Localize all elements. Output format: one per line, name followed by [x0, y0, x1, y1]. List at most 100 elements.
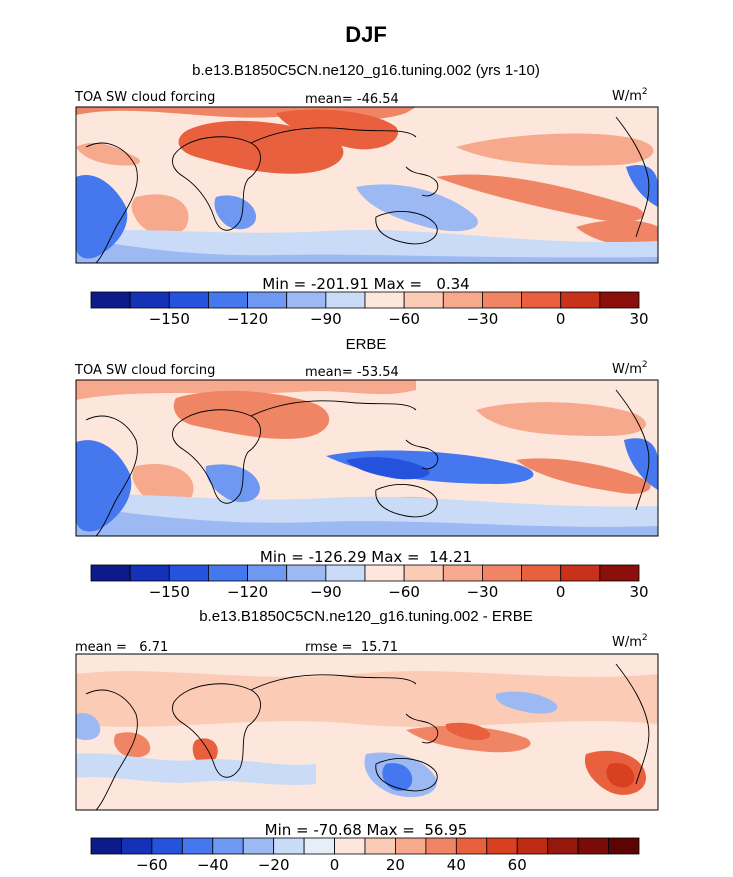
panel-3-colorbar-bin-16 [577, 837, 609, 855]
panel-3-subtitle: b.e13.B1850C5CN.ne120_g16.tuning.002 - E… [199, 608, 533, 625]
panel-1-field-neg-4 [356, 184, 478, 232]
panel-2-colorbar-bin-10 [482, 564, 522, 582]
panel-1-left-label: TOA SW cloud forcing [74, 90, 215, 105]
panel-2-frame [75, 379, 659, 537]
panel-3-field [76, 654, 658, 810]
panel-1-colorbar: −150 −120 −90 −60 −30 0 30 [90, 291, 649, 328]
panel-3-field-neg-4 [495, 691, 558, 714]
panel-3-colorbar-bin-8 [334, 837, 366, 855]
figure-title: DJF [345, 22, 387, 47]
panel-1-colorbar-bin-7 [364, 291, 405, 309]
panel-3: b.e13.B1850C5CN.ne120_g16.tuning.002 - E… [75, 608, 659, 874]
panel-1-colorbar-tick-label: 0 [556, 310, 566, 328]
panel-1-colorbar-bin-3 [208, 291, 248, 309]
panel-2-colorbar-tick-label: −30 [467, 583, 499, 601]
panel-2-map [75, 379, 659, 537]
panel-1-field-pos-8 [576, 220, 658, 248]
panel-1-frame [75, 106, 659, 264]
panel-1-colorbar-bin-10 [482, 291, 522, 309]
panel-2-center-label: mean= -53.54 [305, 365, 399, 380]
panel-3-field-neg-5 [76, 713, 101, 740]
panel-1-field-pos-2 [178, 120, 344, 174]
panel-3-field-pos-1 [76, 671, 658, 727]
panel-3-colorbar-tick-label: −40 [197, 856, 229, 874]
panel-2-colorbar-bin-2 [168, 564, 209, 582]
panel-3-min-max: Min = -70.68 Max = 56.95 [265, 821, 468, 839]
panel-3-colorbar-tick-label: 60 [508, 856, 527, 874]
panel-3-colorbar-bin-7 [303, 837, 335, 855]
panel-2-left-label: TOA SW cloud forcing [74, 363, 215, 378]
panel-2-coastlines [85, 389, 650, 536]
panel-2-colorbar-bin-9 [442, 564, 483, 582]
panel-1-field-neg-2 [76, 237, 658, 263]
panel-1-colorbar-bin-9 [442, 291, 483, 309]
panel-3-colorbar-tick-label: −60 [136, 856, 168, 874]
panel-3-colorbar-bin-15 [547, 837, 579, 855]
panel-1-colorbar-tick-label: −60 [388, 310, 420, 328]
panel-3-colorbar-tick-label: 40 [447, 856, 466, 874]
panel-2-colorbar-bin-8 [403, 564, 444, 582]
panel-3-colorbar-bin-11 [425, 837, 457, 855]
panel-3-colorbar-bin-1 [121, 837, 153, 855]
panel-1-field-pos-7 [131, 194, 189, 236]
panel-2-colorbar-tick-label: 0 [556, 583, 566, 601]
panel-2-colorbar: −150 −120 −90 −60 −30 0 30 [90, 564, 649, 601]
panel-1-min-max: Min = -201.91 Max = 0.34 [262, 275, 469, 293]
panel-1-colorbar-bin-11 [521, 291, 562, 309]
panel-1-colorbar-bin-2 [168, 291, 209, 309]
panel-2-field-neg-3 [76, 440, 132, 532]
panel-1-colorbar-tick-label: −30 [467, 310, 499, 328]
panel-3-field-neg-1 [76, 753, 316, 785]
panel-2-field-pos-1 [76, 380, 416, 400]
panel-1-colorbar-bin-6 [325, 291, 366, 309]
panel-1-colorbar-tick-label: −150 [149, 310, 190, 328]
panel-3-colorbar-bin-17 [608, 837, 640, 855]
panel-2-colorbar-bin-12 [560, 564, 601, 582]
panel-2-field-neg-5 [346, 457, 430, 480]
panel-1-field-pos-5 [436, 174, 644, 222]
panel-2-colorbar-bin-7 [364, 564, 405, 582]
panel-1-colorbar-bin-8 [403, 291, 444, 309]
panel-1-field-pos-4 [456, 133, 654, 166]
panel-1-coastlines [85, 116, 650, 263]
panel-2-colorbar-bin-0 [90, 564, 131, 582]
panel-3-colorbar-bin-5 [242, 837, 275, 855]
panel-1-subtitle: b.e13.B1850C5CN.ne120_g16.tuning.002 (yr… [192, 62, 540, 79]
panel-3-colorbar-bin-12 [455, 837, 488, 855]
panel-1-colorbar-bin-5 [286, 291, 327, 309]
panel-1-units: W/m2 [612, 87, 648, 104]
panel-1-colorbar-tick-label: −120 [227, 310, 268, 328]
panel-3-coastlines [85, 663, 650, 810]
panel-3-colorbar-bin-2 [151, 837, 183, 855]
panel-3-colorbar-tick-label: 20 [386, 856, 405, 874]
panel-1-colorbar-bin-12 [560, 291, 601, 309]
panel-2-field-neg-6 [205, 464, 260, 503]
panel-3-colorbar-bin-0 [90, 837, 122, 855]
panel-2-colorbar-bin-13 [599, 564, 640, 582]
panel-2-colorbar-bin-5 [286, 564, 327, 582]
panel-1-colorbar-bin-4 [247, 291, 288, 309]
panel-3-colorbar-tick-label: 0 [330, 856, 340, 874]
panel-2-field-pos-5 [132, 464, 194, 506]
panel-2-colorbar-bin-1 [129, 564, 170, 582]
panel-2-field-neg-2 [76, 506, 658, 536]
panel-2-min-max: Min = -126.29 Max = 14.21 [260, 548, 472, 566]
panel-3-field-neg-3 [382, 763, 413, 791]
panel-2-colorbar-tick-label: 30 [629, 583, 648, 601]
panel-1-map [75, 106, 659, 264]
panel-3-colorbar: −60 −40 −20 0 20 40 60 [90, 837, 640, 874]
panel-3-colorbar-bin-3 [181, 837, 214, 855]
panel-2-field-pos-3 [476, 402, 646, 436]
panel-3-center-label: rmse = 15.71 [305, 640, 398, 655]
panel-2-field-neg-7 [624, 438, 658, 490]
panel-2-colorbar-bin-4 [247, 564, 288, 582]
panel-3-colorbar-bin-10 [395, 837, 427, 855]
panel-3-colorbar-bin-9 [364, 837, 396, 855]
panel-3-field-pos-3 [445, 722, 491, 741]
panel-1-field-neg-6 [626, 165, 658, 207]
panel-3-colorbar-bin-6 [273, 837, 305, 855]
panel-2-colorbar-tick-label: −120 [227, 583, 268, 601]
panel-3-field-pos-5 [606, 763, 635, 788]
panel-2-field [76, 380, 658, 536]
